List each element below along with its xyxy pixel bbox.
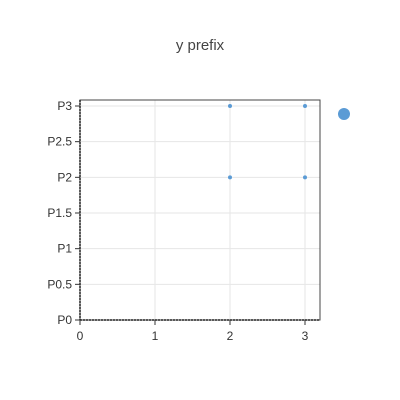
grid [79,100,320,321]
y-tick-label: P2.5 [47,135,72,149]
y-tick-label: P1 [57,242,72,256]
chart-title: y prefix [176,37,225,54]
plot-area-frame [79,99,321,321]
y-tick-label: P1.5 [47,206,72,220]
scatter-point [228,175,232,180]
y-tick-label: P0.5 [47,277,72,291]
y-tick-label: P0 [57,313,72,327]
x-tick-label: 3 [302,329,309,343]
x-axis-ticks: 0 1 2 3 [77,320,309,343]
scatter-point [303,175,307,180]
legend [338,108,350,120]
x-tick-label: 1 [152,329,159,343]
x-tick-label: 2 [227,329,234,343]
y-axis-ticks: P0 P0.5 P1 P1.5 P2 P2.5 P3 [47,99,80,327]
y-tick-label: P3 [57,99,72,113]
legend-marker [338,108,350,120]
scatter-point [228,104,232,108]
scatter-point [303,104,307,108]
data-points [228,104,307,180]
y-tick-label: P2 [57,170,72,184]
x-tick-label: 0 [77,329,84,343]
